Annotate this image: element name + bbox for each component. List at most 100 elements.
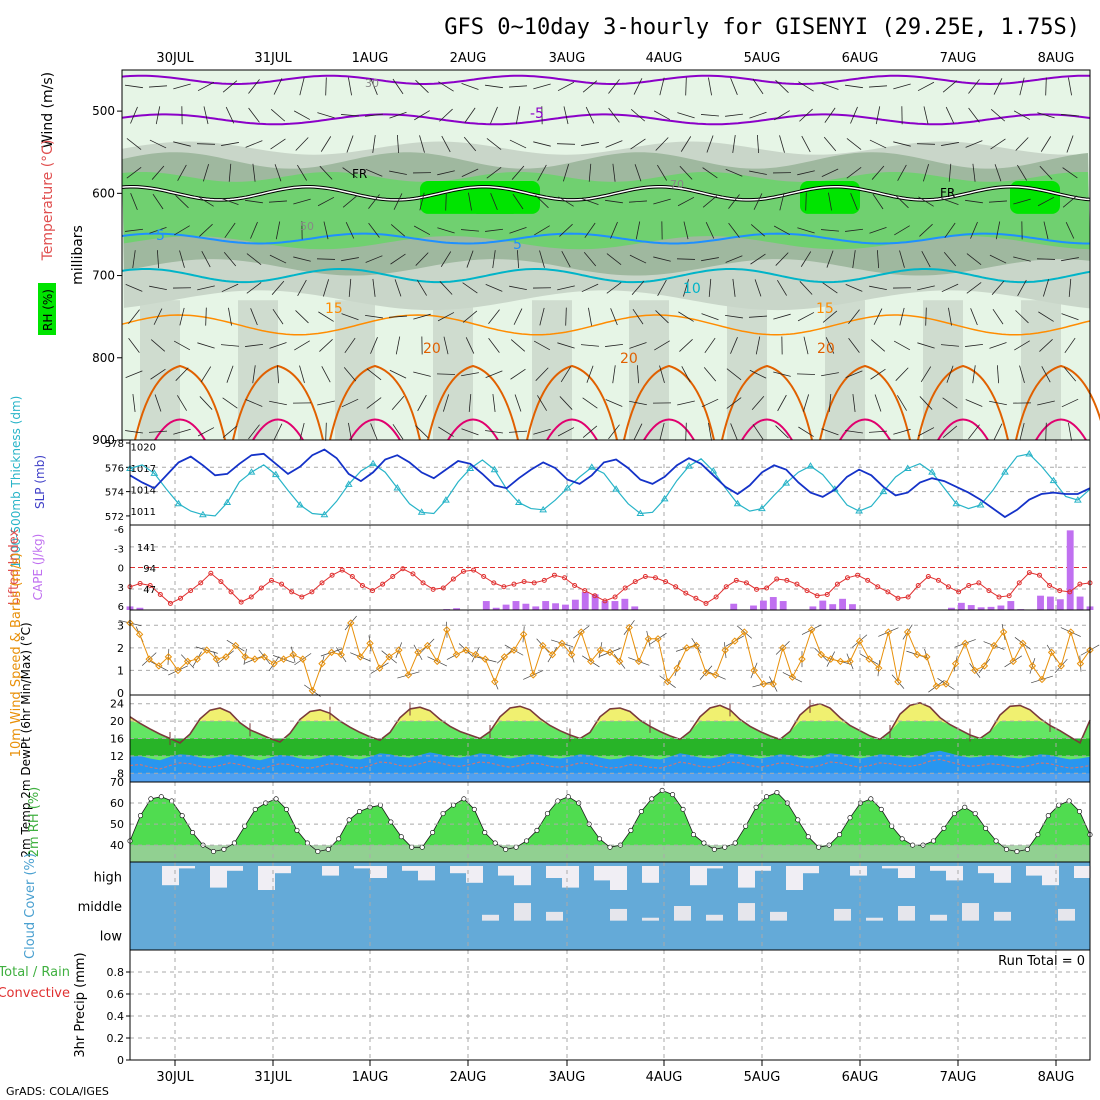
wind-barb (370, 337, 378, 354)
cape-bar (591, 594, 599, 610)
wind-barb (608, 79, 620, 94)
wind-point (855, 637, 864, 645)
wind-barb (585, 106, 595, 124)
lifted-point (359, 582, 365, 588)
wind-point (1038, 675, 1046, 684)
wind-barb (274, 164, 282, 182)
wind-barb (1013, 256, 1031, 262)
rh-point (962, 804, 968, 810)
wind-barb (725, 255, 743, 263)
wind-barb (485, 430, 503, 434)
wind-point (510, 646, 518, 654)
wind-barb (221, 142, 239, 146)
wind-barb (989, 254, 1007, 264)
y-tick-label: 20 (110, 715, 124, 728)
wind-barb (633, 423, 643, 441)
day-label-top: 30JUL (156, 51, 194, 66)
wind-barb (1042, 279, 1050, 297)
wind-barb (605, 140, 623, 148)
rh-column (727, 300, 767, 440)
cloud-high-cell (642, 866, 659, 883)
wind-barb (559, 223, 573, 237)
wind-barb (390, 253, 406, 265)
wind-barb (222, 80, 238, 93)
label-millibars: millibars (70, 225, 86, 285)
thickness-point (174, 499, 183, 507)
wind-barb (749, 170, 767, 175)
cloud-high-cell (498, 866, 515, 876)
wind-barb (128, 338, 140, 353)
rh-point (210, 848, 216, 854)
lifted-point (248, 594, 254, 600)
rh-point (221, 846, 227, 852)
wind-barb (732, 278, 736, 297)
rh-point (346, 817, 352, 823)
wind-barb (461, 372, 479, 377)
wind-point (222, 653, 230, 661)
wind-barb (415, 425, 429, 439)
wind-barb (1045, 77, 1047, 96)
wind-barb (130, 106, 138, 124)
cloud-high-cell (466, 866, 483, 883)
y-tick-label: 40 (110, 839, 124, 852)
wind-barb (972, 365, 976, 384)
wind-barb (779, 135, 785, 153)
wind-barb (200, 366, 212, 383)
rh-point (711, 846, 717, 852)
wind-barb (342, 195, 358, 208)
wind-barb (319, 165, 333, 180)
wind-barb (151, 165, 165, 180)
wind-barb (272, 308, 284, 325)
wind-barb (629, 342, 647, 349)
wind-barb (508, 430, 528, 433)
wind-barb (728, 222, 740, 238)
isotherm-25 (643, 418, 695, 441)
wind-barb (318, 311, 334, 322)
lifted-point (784, 577, 790, 583)
cloud-high-cell (882, 866, 899, 869)
lifted-point (774, 576, 780, 582)
wind-barb (701, 398, 719, 408)
lifted-point (743, 580, 749, 586)
wind-barb (556, 143, 576, 145)
wind-barb (630, 138, 646, 150)
wind-barb (654, 340, 670, 351)
wind-barb (464, 107, 476, 123)
rh-point (930, 838, 936, 844)
wind-barb (348, 77, 352, 96)
wind-barb (677, 196, 695, 207)
wind-barb (893, 141, 911, 147)
wind-barb (846, 138, 862, 150)
cape-bar (948, 607, 955, 610)
wind-barb (701, 313, 719, 321)
y-tick-label-right: 1020 (131, 443, 156, 454)
wind-barb (125, 430, 143, 434)
wind-barb (490, 106, 498, 124)
wind-point (385, 653, 393, 661)
wind-barb (870, 368, 886, 380)
rh-legend-bar (38, 283, 56, 335)
wind-point (913, 650, 921, 659)
lifted-point (481, 573, 487, 579)
lifted-point (622, 585, 628, 591)
wind-point (289, 650, 297, 659)
wind-barb (150, 368, 166, 380)
wind-barb (991, 280, 1005, 295)
thickness-point (782, 479, 791, 486)
lifted-point (349, 573, 355, 579)
lifted-point (642, 573, 648, 579)
wind-barb (845, 430, 863, 434)
wind-barb (633, 78, 643, 95)
cape-bar (730, 603, 738, 610)
wind-point (1076, 659, 1085, 668)
cloud-mid-cell (770, 911, 787, 921)
wind-point (155, 662, 163, 670)
wind-barb (677, 400, 695, 406)
wind-point (577, 628, 585, 636)
thickness-point (612, 485, 620, 492)
wind-barb (222, 397, 238, 409)
wind-point (1047, 648, 1056, 657)
wind-barb (800, 251, 812, 267)
wind-point (203, 646, 211, 654)
wind-barb (635, 221, 641, 240)
